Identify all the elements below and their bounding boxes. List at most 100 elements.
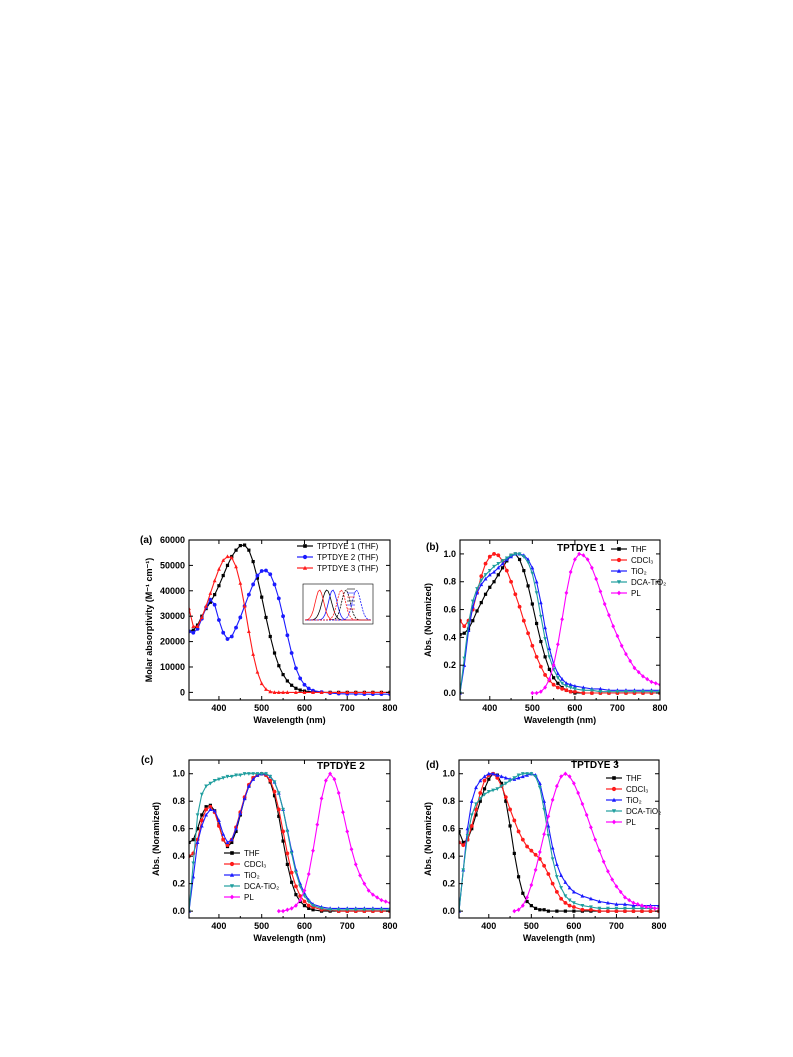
- data-point: [560, 617, 565, 622]
- data-point: [543, 637, 548, 641]
- data-point: [594, 576, 599, 582]
- data-point: [251, 582, 256, 587]
- data-point: [615, 690, 620, 694]
- data-point: [285, 851, 290, 856]
- x-tick-label: 800: [382, 921, 397, 931]
- data-point: [571, 905, 576, 909]
- data-point: [572, 689, 577, 694]
- data-point: [281, 908, 285, 914]
- data-point: [285, 862, 289, 867]
- data-point: [469, 813, 474, 818]
- x-tick-label: 400: [211, 921, 226, 931]
- chart-title: TPTDYE 1: [557, 543, 605, 554]
- data-point: [208, 600, 212, 604]
- data-point: [478, 778, 483, 783]
- data-point: [636, 669, 641, 675]
- data-point: [534, 621, 539, 626]
- data-point: [229, 894, 235, 900]
- data-point: [542, 863, 547, 868]
- data-point: [597, 909, 602, 914]
- y-tick-label: 0.4: [443, 632, 456, 642]
- data-point: [290, 880, 294, 884]
- data-point: [504, 568, 509, 573]
- data-point: [212, 578, 217, 583]
- data-point: [229, 861, 235, 867]
- data-point: [496, 562, 501, 566]
- data-point: [512, 851, 516, 856]
- data-point: [268, 689, 273, 694]
- data-point: [568, 685, 573, 690]
- x-tick-label: 700: [610, 703, 625, 713]
- inset-curve: [305, 589, 371, 621]
- data-point: [217, 777, 221, 782]
- data-point: [294, 903, 298, 908]
- data-point: [623, 906, 627, 911]
- chart-panel-1: 400 500 600 700 800 0.0 0.2 0.4 0.6 0.8 1.0 Wavelen…: [423, 539, 668, 725]
- x-tick-label: 400: [482, 703, 497, 713]
- data-point: [543, 625, 548, 630]
- y-tick-label: 0.4: [442, 851, 455, 861]
- data-point: [217, 818, 221, 823]
- x-tick-label: 800: [382, 703, 397, 713]
- data-point: [589, 907, 593, 912]
- data-point: [499, 781, 504, 785]
- legend: THF CDCl₃ TiO₂ DCA-TiO₂ PL: [606, 774, 661, 827]
- data-point: [492, 564, 496, 569]
- data-point: [580, 801, 585, 807]
- y-tick-label: 30000: [160, 611, 185, 621]
- data-point: [221, 776, 226, 780]
- y-tick-label: 0.0: [172, 906, 185, 916]
- data-point: [306, 871, 311, 877]
- data-point: [495, 787, 500, 791]
- data-point: [268, 572, 273, 577]
- series-layer: [189, 771, 390, 914]
- data-point: [482, 787, 487, 791]
- data-point: [246, 629, 251, 634]
- data-point: [521, 891, 525, 895]
- plot-frame: [458, 759, 660, 919]
- data-point: [503, 775, 508, 780]
- data-point: [294, 690, 298, 694]
- data-point: [298, 897, 303, 903]
- data-point: [577, 551, 582, 557]
- data-point: [478, 791, 483, 795]
- data-point: [538, 600, 543, 605]
- data-point: [276, 807, 281, 812]
- panel-label: (d): [426, 760, 439, 771]
- data-point: [585, 557, 590, 562]
- panel-label: (c): [141, 755, 153, 766]
- data-point: [238, 773, 243, 778]
- data-point: [470, 827, 474, 831]
- data-point: [584, 812, 589, 818]
- x-axis-title: Wavelength (nm): [253, 933, 325, 943]
- data-point: [195, 813, 200, 818]
- data-point: [353, 908, 358, 912]
- y-tick-label: 0.8: [443, 577, 456, 587]
- data-point: [567, 774, 572, 779]
- legend-label: CDCl₃: [244, 860, 266, 869]
- data-point: [383, 899, 388, 904]
- data-point: [491, 771, 495, 776]
- data-point: [649, 690, 654, 694]
- data-point: [508, 824, 512, 828]
- data-point: [572, 683, 577, 688]
- data-point: [648, 909, 653, 914]
- data-point: [530, 643, 535, 648]
- data-point: [272, 582, 277, 587]
- data-point: [537, 849, 542, 855]
- data-point: [631, 909, 636, 914]
- data-point: [462, 624, 467, 629]
- data-point: [208, 781, 213, 786]
- data-point: [487, 777, 491, 781]
- data-point: [563, 900, 568, 905]
- data-point: [628, 658, 633, 664]
- data-point: [543, 673, 548, 677]
- chart-title: TPTDYE 3: [571, 760, 619, 771]
- data-point: [483, 561, 488, 566]
- data-point: [251, 559, 255, 564]
- data-point: [217, 618, 221, 622]
- data-point: [191, 861, 196, 866]
- y-tick-label: 0.2: [443, 660, 456, 670]
- legend-label: THF: [631, 545, 647, 554]
